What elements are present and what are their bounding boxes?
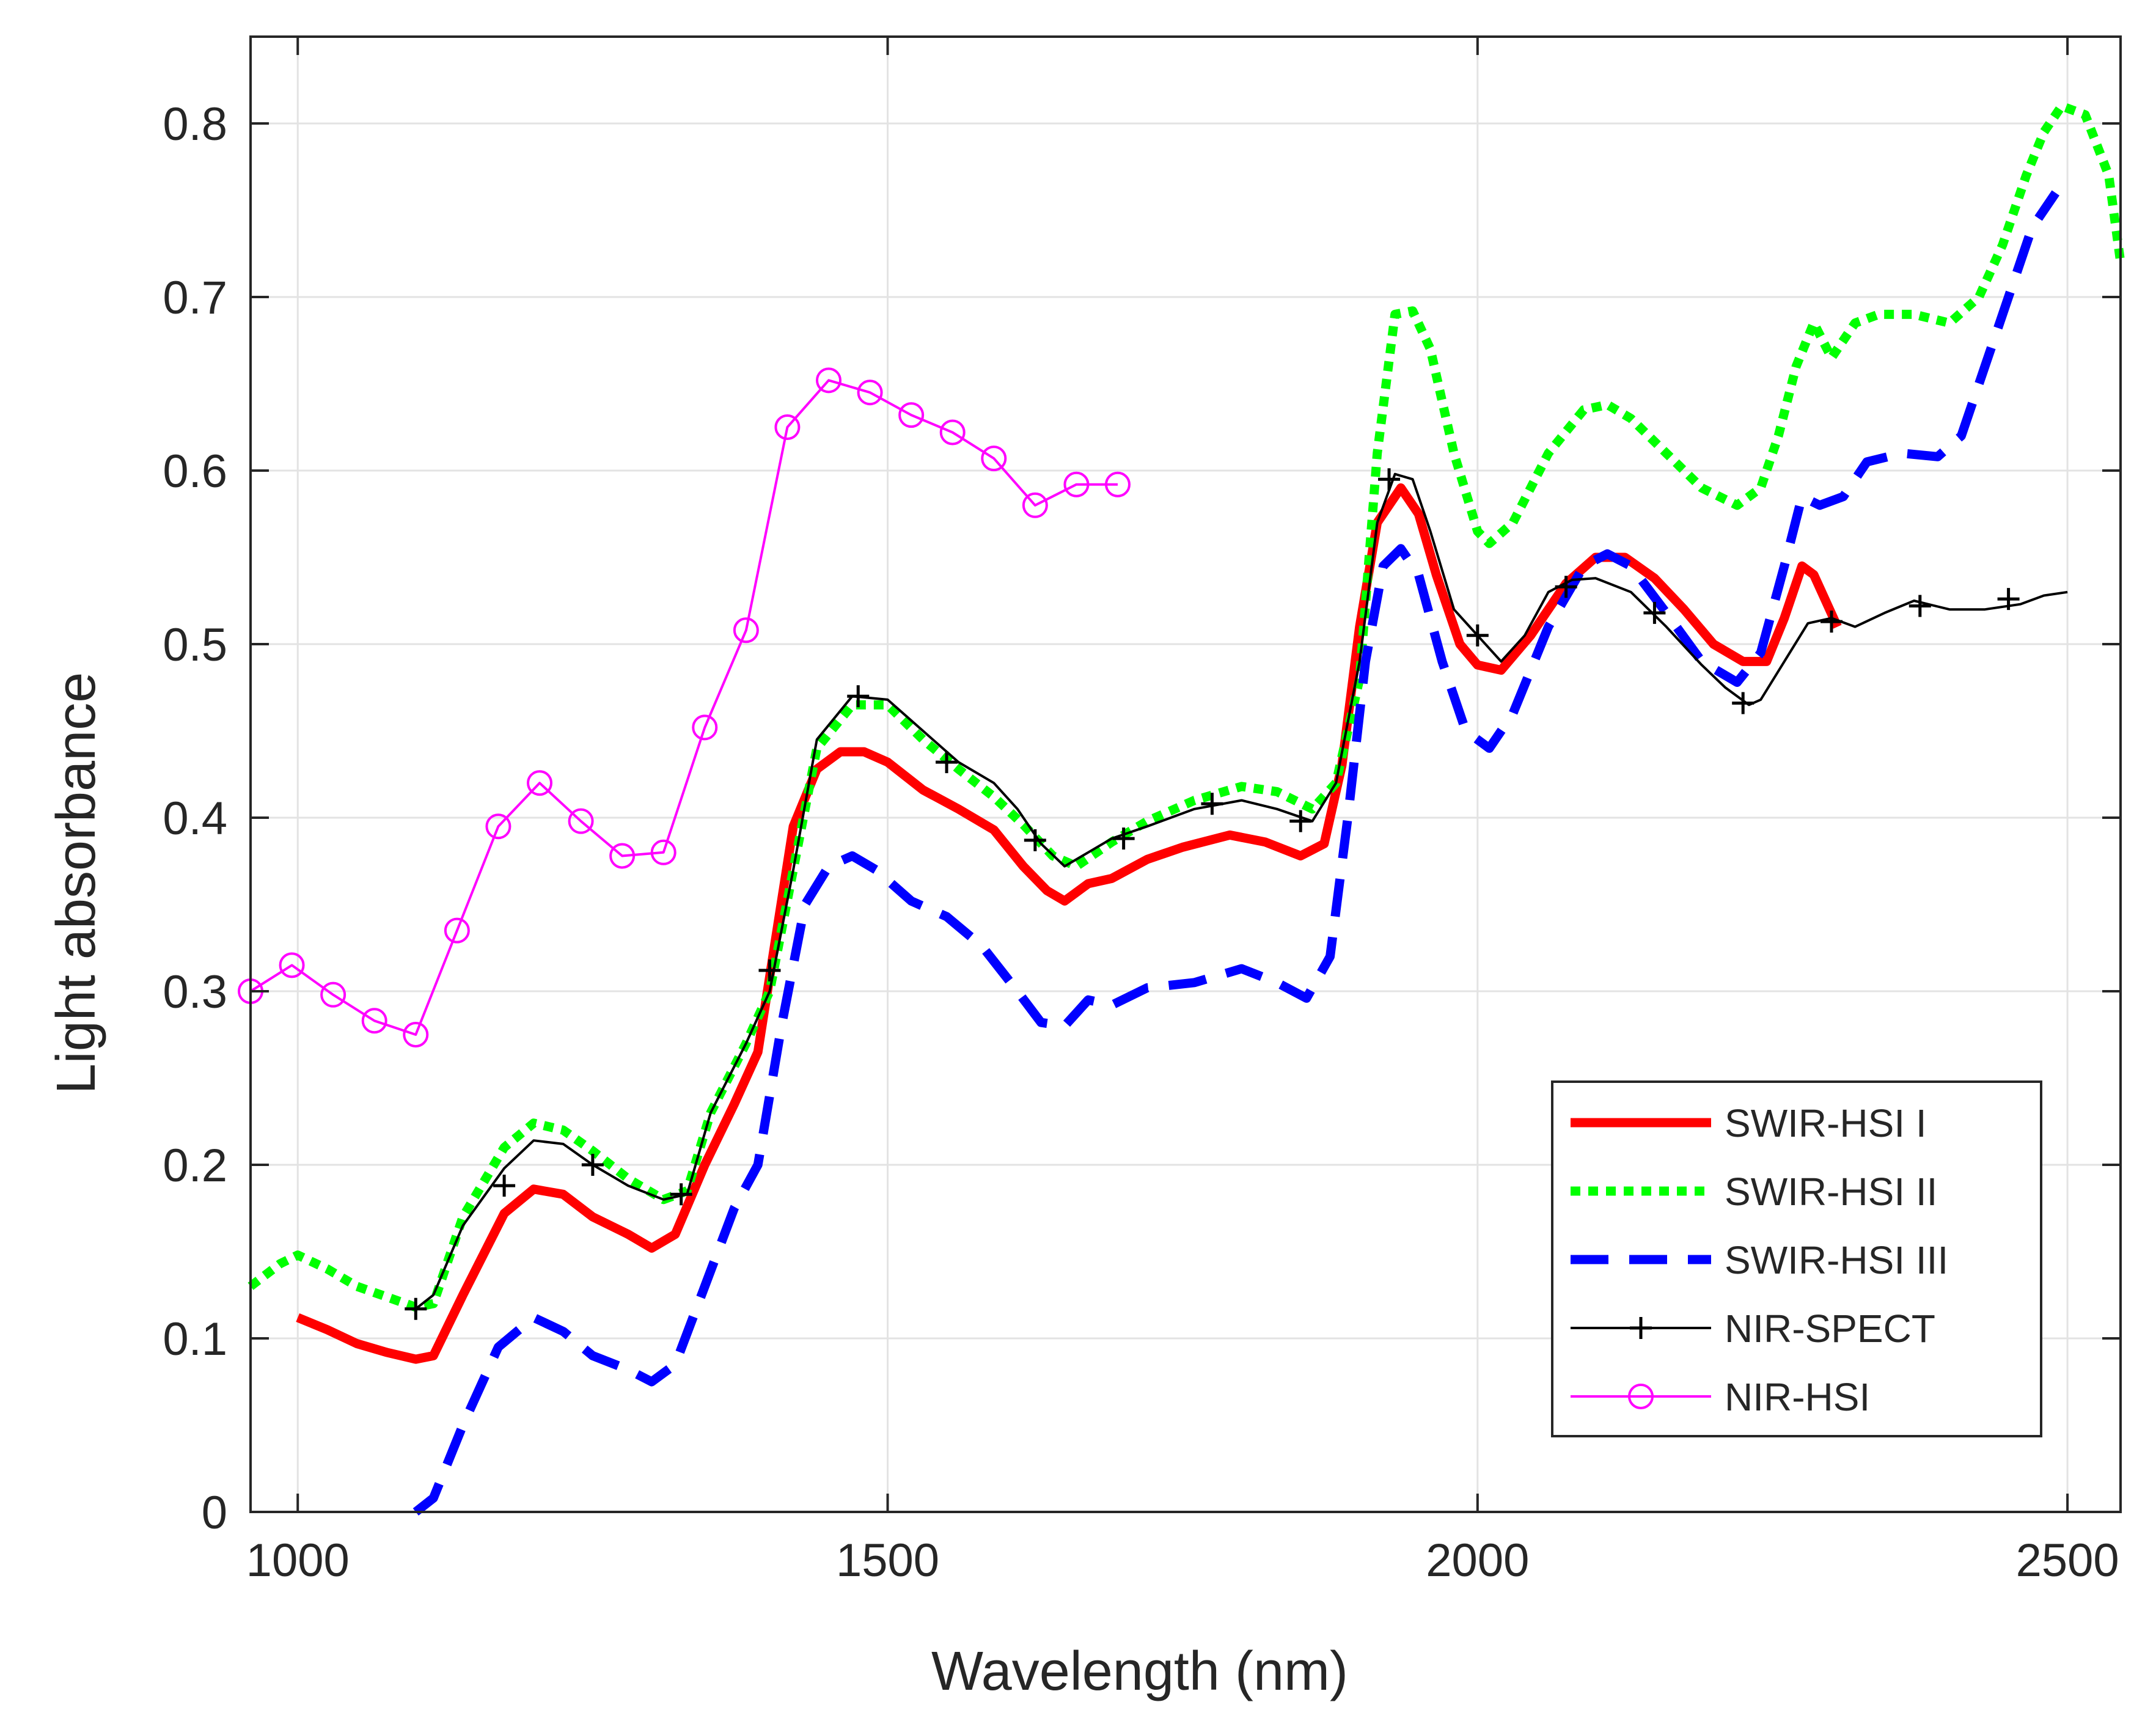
data-point-nir-hsi — [939, 419, 966, 446]
data-point-nir-spect — [847, 685, 870, 708]
data-point-nir-hsi — [568, 808, 594, 834]
data-point-nir-hsi — [1063, 471, 1090, 497]
data-point-nir-hsi — [485, 813, 512, 840]
series-nir-spect — [405, 468, 2068, 1320]
data-point-nir-spect — [405, 1297, 427, 1320]
data-point-nir-hsi — [898, 402, 925, 428]
legend-item-nir-hsi: NIR-HSI — [1571, 1375, 1870, 1419]
legend-item-swir-hsi-i: SWIR-HSI I — [1571, 1101, 1927, 1145]
data-point-nir-hsi — [981, 446, 1007, 472]
y-tick-label: 0.7 — [163, 272, 227, 324]
legend-marker — [1630, 1317, 1652, 1339]
data-point-nir-spect — [493, 1175, 516, 1197]
data-point-nir-spect — [1201, 793, 1223, 815]
data-point-nir-spect — [1643, 601, 1666, 624]
x-tick-label: 2500 — [2016, 1535, 2119, 1586]
data-point-nir-hsi — [361, 1008, 387, 1034]
data-point-nir-spect — [1909, 595, 1931, 617]
legend-label: NIR-HSI — [1725, 1375, 1870, 1419]
data-point-nir-hsi — [774, 414, 801, 440]
data-point-nir-spect — [1466, 624, 1489, 647]
y-tick-label: 0.5 — [163, 619, 227, 671]
x-tick-label: 2000 — [1426, 1535, 1529, 1586]
data-point-nir-hsi — [403, 1022, 429, 1047]
data-point-nir-hsi — [857, 380, 883, 406]
data-point-nir-hsi — [526, 770, 552, 796]
x-tick-label: 1500 — [836, 1535, 939, 1586]
grid — [251, 37, 2121, 1513]
y-tick-label: 0.3 — [163, 966, 227, 1018]
axes-box — [249, 35, 2122, 1513]
data-point-nir-hsi — [815, 367, 842, 394]
series-line-nir-hsi — [249, 379, 1118, 1036]
y-tick-label: 0.1 — [163, 1313, 227, 1365]
data-point-nir-hsi — [444, 917, 470, 944]
data-point-nir-spect — [1732, 692, 1755, 714]
legend-label: SWIR-HSI III — [1725, 1238, 1948, 1282]
legend-label: SWIR-HSI I — [1725, 1101, 1927, 1145]
data-point-nir-hsi — [279, 952, 305, 978]
legend-label: NIR-SPECT — [1725, 1307, 1935, 1351]
series-line-swir-hsi-ii — [248, 101, 2125, 1312]
data-point-nir-spect — [1024, 829, 1046, 851]
legend-label: SWIR-HSI II — [1725, 1170, 1937, 1214]
data-point-nir-hsi — [320, 981, 346, 1008]
axes — [249, 35, 2122, 1513]
y-tick-label: 0.6 — [163, 446, 227, 497]
data-point-nir-spect — [758, 959, 781, 981]
legend-marker — [1628, 1384, 1654, 1409]
series-swir-hsi-ii — [248, 101, 2125, 1312]
data-point-nir-spect — [1821, 611, 1843, 633]
data-point-nir-hsi — [733, 617, 759, 644]
legend: SWIR-HSI I SWIR-HSI II SWIR-HSI III NIR-SPE… — [1551, 1080, 2042, 1437]
y-tick-label: 0.2 — [163, 1140, 227, 1192]
data-point-nir-spect — [1555, 576, 1577, 598]
y-tick-label: 0 — [202, 1487, 227, 1539]
tick-labels: 1000 1500 2000 2500 0 0.1 0.2 0.3 0.4 0.5 0.6 0.7 0.… — [163, 98, 2119, 1586]
data-point-nir-spect — [581, 1154, 604, 1176]
y-tick-label: 0.4 — [163, 793, 227, 845]
y-axis-title: Light absorbance — [46, 672, 107, 1095]
legend-item-swir-hsi-ii: SWIR-HSI II — [1571, 1170, 1937, 1214]
data-point-nir-spect — [670, 1183, 692, 1206]
y-tick-label: 0.8 — [163, 98, 227, 150]
plot-lines — [238, 101, 2125, 1516]
data-point-nir-hsi — [609, 843, 636, 869]
data-point-nir-hsi — [692, 714, 718, 741]
x-tick-label: 1000 — [246, 1535, 350, 1586]
data-point-nir-spect — [1997, 588, 2020, 611]
series-line-nir-spect — [415, 472, 2068, 1310]
data-point-nir-spect — [936, 751, 958, 774]
data-point-nir-hsi — [1104, 471, 1131, 497]
data-point-nir-spect — [1378, 468, 1401, 491]
legend-item-nir-spect: NIR-SPECT — [1571, 1307, 1935, 1351]
data-point-nir-hsi — [1022, 492, 1048, 518]
data-point-nir-spect — [1289, 810, 1312, 832]
x-axis-title: Wavelength (nm) — [931, 1641, 1348, 1702]
series-line-swir-hsi-iii — [413, 190, 2060, 1516]
legend-item-swir-hsi-iii: SWIR-HSI III — [1571, 1238, 1948, 1282]
data-point-nir-hsi — [650, 839, 676, 865]
series-swir-hsi-iii — [413, 190, 2060, 1516]
series-nir-hsi — [238, 367, 1131, 1047]
data-point-nir-spect — [1112, 827, 1135, 850]
